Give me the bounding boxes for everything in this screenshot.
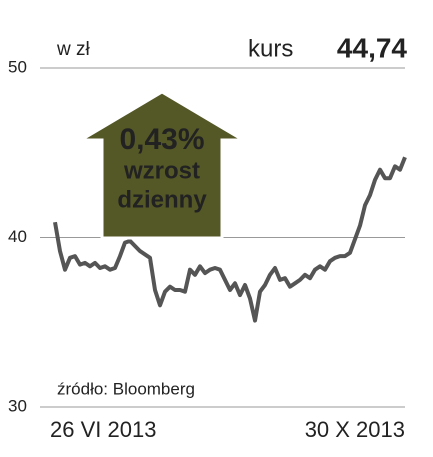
annotation-text: wzrost bbox=[123, 157, 200, 184]
annotation-text: dzienny bbox=[117, 186, 207, 213]
y-tick-label: 30 bbox=[8, 396, 27, 415]
x-tick-label: 26 VI 2013 bbox=[50, 417, 156, 442]
annotation-arrow bbox=[75, 90, 249, 240]
y-tick-label: 50 bbox=[8, 57, 27, 76]
unit-label: w zł bbox=[56, 39, 91, 60]
annotation-text: 0,43% bbox=[119, 123, 204, 156]
price-line bbox=[53, 156, 407, 323]
price-label: kurs bbox=[248, 35, 293, 62]
x-tick-label: 30 X 2013 bbox=[305, 417, 405, 442]
source: źródło: Bloomberg bbox=[57, 379, 195, 398]
y-tick-label: 40 bbox=[8, 227, 27, 246]
price: 44,74 bbox=[337, 32, 407, 63]
